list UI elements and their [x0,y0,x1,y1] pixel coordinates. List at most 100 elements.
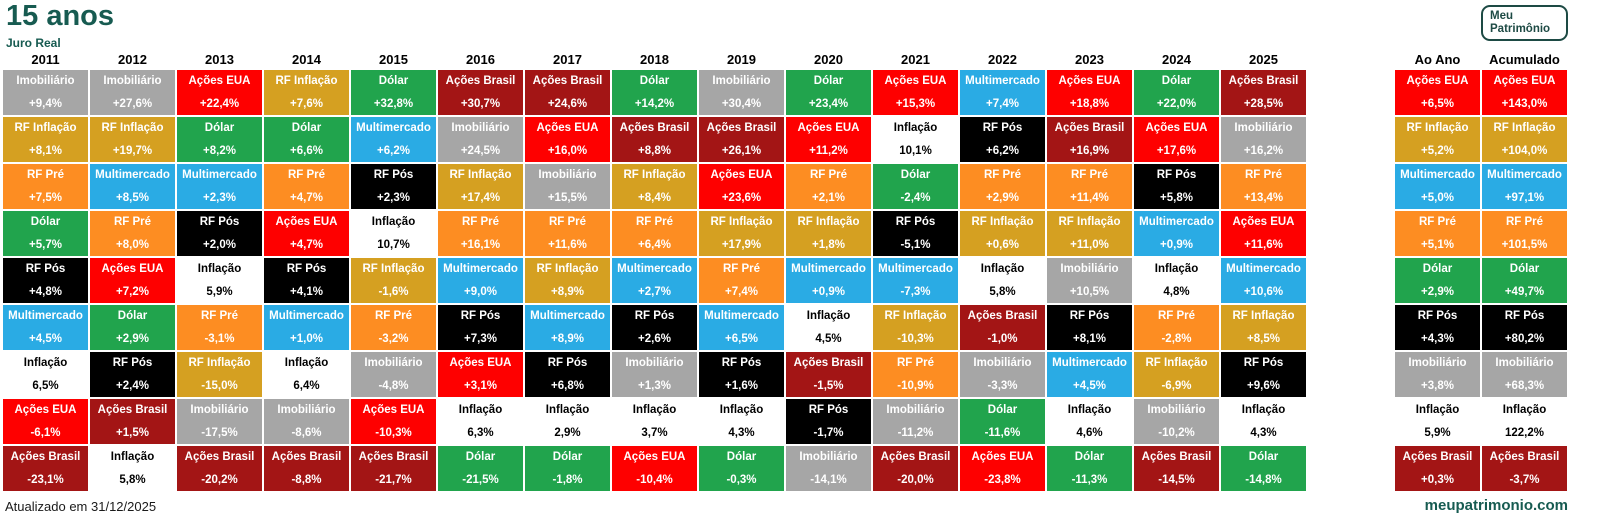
asset-label: Ações EUA [1232,216,1295,228]
return-cell: RF Pré -3,2% [351,305,436,350]
return-cell: Inflação 10,1% [873,117,958,162]
asset-label: Ações Brasil [619,122,690,134]
asset-label: RF Pós [199,216,240,228]
asset-label: Inflação [545,404,590,416]
return-cell: RF Pós +7,3% [438,305,523,350]
return-cell: Imobiliário +30,4% [699,70,784,115]
return-cell: Multimercado +97,1% [1482,164,1567,209]
column-header: 2015 [379,52,408,67]
return-cell: RF Pré +7,5% [3,164,88,209]
return-cell: RF Inflação +8,1% [3,117,88,162]
return-cell: Imobiliário -14,1% [786,446,871,491]
return-cell: RF Pré +5,1% [1395,211,1480,256]
return-cell: Multimercado +4,5% [1047,352,1132,397]
asset-label: Multimercado [1400,169,1475,181]
asset-label: Multimercado [1139,216,1214,228]
asset-label: Ações Brasil [271,451,342,463]
return-value: 5,8% [119,473,146,486]
asset-label: Dólar [987,404,1018,416]
asset-label: Ações EUA [188,75,251,87]
return-value: -10,3% [897,332,934,345]
return-cell: RF Pós +6,8% [525,352,610,397]
return-value: -2,8% [1161,332,1192,345]
asset-label: RF Pré [983,169,1022,181]
return-value: +6,5% [725,332,758,345]
updated-date-label: Atualizado em 31/12/2025 [5,499,157,514]
asset-label: RF Pós [808,404,849,416]
return-cell: Ações Brasil -3,7% [1482,446,1567,491]
asset-label: Ações EUA [710,169,773,181]
asset-label: Inflação [1502,404,1547,416]
return-value: +7,3% [464,332,497,345]
asset-label: Imobiliário [103,75,162,87]
column-acumulado: Acumulado Ações EUA +143,0% RF Inflação +104… [1482,52,1567,491]
column-ao-ano: Ao Ano Ações EUA +6,5% RF Inflação +5,2% Mult… [1395,52,1480,491]
return-cell: Ações EUA +17,6% [1134,117,1219,162]
asset-label: Ações EUA [623,451,686,463]
asset-label: Ações Brasil [445,75,516,87]
column-2024: 2024 Dólar +22,0% Ações EUA +17,6% RF Pós +5,8… [1134,52,1219,491]
asset-label: Ações EUA [449,357,512,369]
website-link[interactable]: meupatrimonio.com [1424,497,1568,514]
return-cell: RF Pré +7,4% [699,258,784,303]
return-value: +2,6% [638,332,671,345]
return-cell: Imobiliário -8,6% [264,399,349,444]
asset-label: RF Pós [25,263,66,275]
return-value: 5,8% [989,285,1016,298]
return-value: -11,2% [897,426,934,439]
asset-label: Imobiliário [1408,357,1467,369]
return-cell: RF Inflação +1,8% [786,211,871,256]
return-cell: Dólar +8,2% [177,117,262,162]
return-cell: RF Pós +4,8% [3,258,88,303]
return-value: -23,1% [27,473,64,486]
return-cell: RF Inflação +8,5% [1221,305,1306,350]
asset-label: Multimercado [965,75,1040,87]
asset-label: Ações EUA [275,216,338,228]
return-value: +8,8% [638,144,671,157]
return-cell: Multimercado +2,3% [177,164,262,209]
return-value: +4,5% [29,332,62,345]
return-value: -10,9% [897,379,934,392]
column-header: Acumulado [1489,52,1560,67]
return-value: +80,2% [1504,332,1545,345]
return-cell: Ações Brasil -14,5% [1134,446,1219,491]
return-value: +8,1% [1073,332,1106,345]
return-cell: Ações EUA +16,0% [525,117,610,162]
return-value: +5,0% [1421,191,1454,204]
return-value: -21,7% [375,473,412,486]
column-header: 2023 [1075,52,1104,67]
asset-label: RF Pré [374,310,413,322]
return-cell: RF Pré -2,8% [1134,305,1219,350]
return-cell: RF Inflação +8,4% [612,164,697,209]
asset-label: RF Pré [1157,310,1196,322]
return-value: +2,1% [812,191,845,204]
asset-label: Inflação [1415,404,1460,416]
return-value: +4,7% [290,191,323,204]
return-value: -6,9% [1161,379,1192,392]
return-value: 10,7% [377,238,410,251]
return-cell: Multimercado +4,5% [3,305,88,350]
return-cell: Imobiliário -11,2% [873,399,958,444]
return-cell: RF Inflação +11,0% [1047,211,1132,256]
return-value: -11,3% [1071,473,1108,486]
asset-label: RF Pré [461,216,500,228]
return-value: +6,4% [638,238,671,251]
return-cell: Ações Brasil -1,5% [786,352,871,397]
return-cell: Imobiliário -4,8% [351,352,436,397]
return-value: +2,9% [1421,285,1454,298]
return-value: 4,5% [815,332,842,345]
asset-label: Inflação [284,357,329,369]
meu-patrimonio-logo: Meu Patrimônio [1481,5,1568,42]
asset-label: RF Pré [809,169,848,181]
column-2017: 2017 Ações Brasil +24,6% Ações EUA +16,0% Imo… [525,52,610,491]
return-value: 10,1% [899,144,932,157]
asset-label: Ações Brasil [532,75,603,87]
return-cell: Multimercado +0,9% [786,258,871,303]
return-cell: Multimercado +1,0% [264,305,349,350]
logo-line-1: Meu [1490,10,1513,22]
asset-label: Ações Brasil [793,357,864,369]
asset-label: RF Pós [895,216,936,228]
return-cell: RF Inflação +5,2% [1395,117,1480,162]
return-cell: Imobiliário -3,3% [960,352,1045,397]
asset-label: Ações EUA [101,263,164,275]
